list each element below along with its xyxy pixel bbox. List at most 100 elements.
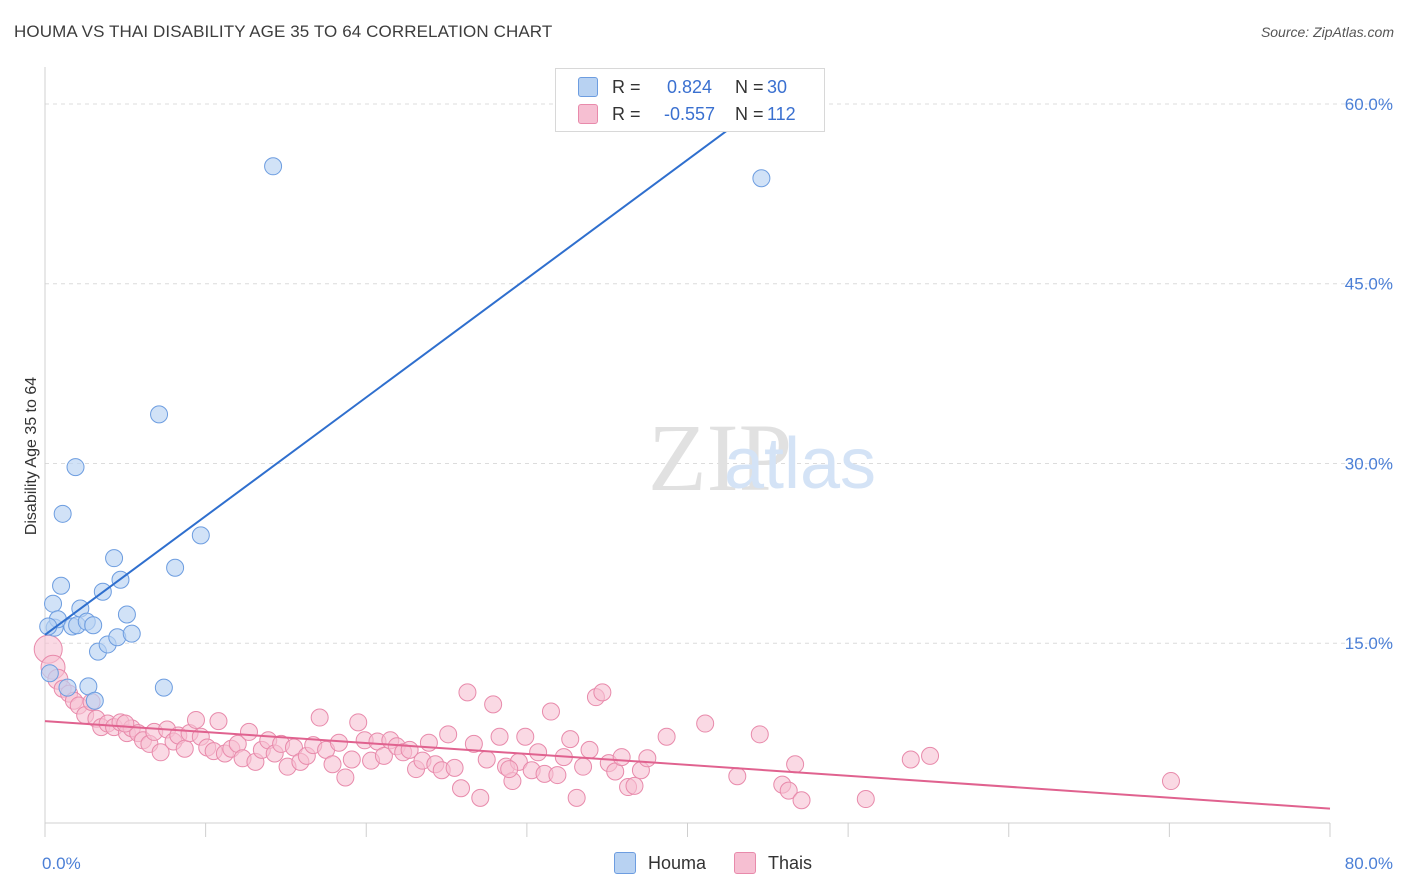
thais-point: [567, 788, 586, 807]
thais-point: [458, 683, 477, 702]
houma-point: [191, 526, 210, 545]
series-legend: Houma Thais: [614, 852, 840, 874]
houma-legend-swatch: [614, 852, 636, 874]
y-tick-label: 30.0%: [1345, 454, 1393, 473]
thais-point: [625, 776, 644, 795]
thais-point: [696, 714, 715, 733]
thais-point: [175, 739, 194, 758]
houma-point: [122, 624, 141, 643]
y-tick-label: 45.0%: [1345, 275, 1393, 294]
thais-swatch: [578, 104, 598, 124]
thais-legend-label: Thais: [768, 852, 813, 873]
thais-point: [310, 708, 329, 727]
thais-point: [1161, 772, 1180, 791]
houma-point: [40, 664, 59, 683]
thais-r-label: R =: [612, 103, 641, 124]
thais-n-label: N =: [735, 103, 764, 124]
thais-point: [561, 730, 580, 749]
houma-r-label: R =: [612, 76, 641, 97]
trend-lines: [44, 105, 1331, 810]
thais-point: [439, 725, 458, 744]
thais-point: [116, 714, 135, 733]
thais-point: [186, 710, 205, 729]
houma-point: [752, 169, 771, 188]
thais-point: [750, 725, 769, 744]
thais-point: [452, 779, 471, 798]
grid-lines: [45, 103, 1392, 644]
thais-point: [856, 790, 875, 809]
legend-item-thais: Thais: [734, 852, 812, 874]
thais-legend-swatch: [734, 852, 757, 874]
thais-point: [574, 757, 593, 776]
houma-point: [44, 594, 63, 613]
houma-point: [166, 558, 185, 577]
axes: [44, 67, 1331, 837]
houma-swatch: [578, 77, 598, 97]
houma-point: [66, 458, 85, 477]
houma-point: [53, 504, 72, 523]
thais-point: [490, 727, 509, 746]
thais-point: [593, 683, 612, 702]
houma-legend-label: Houma: [648, 852, 707, 873]
thais-point: [464, 734, 483, 753]
legend-row-houma: R = 0.824 N = 30: [578, 75, 787, 99]
houma-point: [154, 678, 173, 697]
thais-point: [728, 767, 747, 786]
x-tick-label: 0.0%: [42, 854, 81, 873]
houma-point: [150, 405, 169, 424]
legend-row-thais: R = -0.557 N = 112: [578, 102, 796, 126]
thais-point: [921, 746, 940, 765]
thais-point: [580, 740, 599, 759]
houma-point: [117, 605, 136, 624]
x-tick-label: 80.0%: [1345, 854, 1393, 873]
thais-point: [612, 748, 631, 767]
legend-item-houma: Houma: [614, 852, 706, 874]
houma-series: [39, 157, 771, 710]
thais-point: [529, 743, 548, 762]
thais-point: [638, 749, 657, 768]
thais-point: [901, 750, 920, 769]
tick-labels: 15.0% 30.0% 45.0% 60.0% 0.0% 80.0%: [42, 95, 1393, 873]
houma-n-value: 30: [767, 76, 788, 97]
thais-point: [471, 788, 490, 807]
chart-title: HOUMA VS THAI DISABILITY AGE 35 TO 64 CO…: [14, 22, 553, 41]
thais-n-value: 112: [767, 103, 796, 124]
thais-point: [342, 750, 361, 769]
thais-point: [209, 712, 228, 731]
thais-series: [33, 634, 1180, 810]
thais-point: [151, 743, 170, 762]
houma-trend-line: [44, 105, 761, 636]
houma-point: [52, 576, 71, 595]
watermark-zip: ZIP: [648, 404, 792, 511]
watermark-atlas: atlas: [724, 424, 876, 504]
houma-n-label: N =: [735, 76, 764, 97]
thais-point: [329, 733, 348, 752]
thais-point: [541, 702, 560, 721]
thais-point: [792, 791, 811, 810]
thais-point: [323, 755, 342, 774]
thais-point: [657, 727, 676, 746]
y-tick-label: 15.0%: [1345, 634, 1393, 653]
thais-point: [516, 727, 535, 746]
thais-point: [374, 746, 393, 765]
houma-point: [264, 157, 283, 176]
thais-point: [548, 766, 567, 785]
thais-point: [500, 760, 519, 779]
thais-point: [477, 750, 496, 769]
thais-point: [786, 755, 805, 774]
thais-r-value: -0.557: [663, 103, 716, 124]
thais-point: [445, 758, 464, 777]
thais-point: [779, 781, 798, 800]
thais-point: [349, 713, 368, 732]
y-tick-label: 60.0%: [1345, 95, 1393, 114]
correlation-legend: R = 0.824 N = 30 R = -0.557 N = 112: [555, 68, 825, 132]
houma-point: [84, 616, 103, 635]
houma-point: [58, 678, 77, 697]
source-label: Source: ZipAtlas.com: [1260, 24, 1394, 40]
thais-trend-line: [44, 720, 1331, 810]
thais-point: [336, 768, 355, 787]
thais-point: [239, 722, 258, 741]
thais-point: [484, 695, 503, 714]
houma-point: [105, 549, 124, 568]
